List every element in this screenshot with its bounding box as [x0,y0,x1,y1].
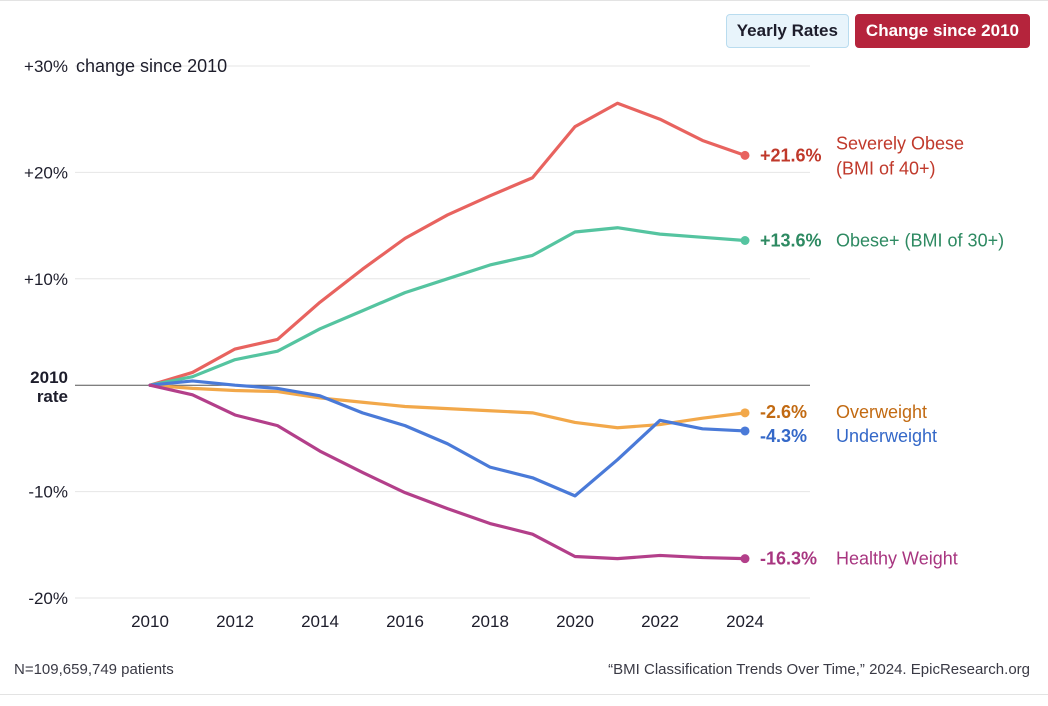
yearly-rates-button[interactable]: Yearly Rates [725,14,849,48]
series-name-healthy: Healthy Weight [836,549,958,569]
series-end-value-underweight: -4.3% [760,426,807,446]
change-since-2010-button[interactable]: Change since 2010 [854,14,1030,48]
view-toggle-group: Yearly Rates Change since 2010 [725,14,1030,48]
y-axis-title: change since 2010 [76,56,227,76]
x-tick-label: 2012 [216,612,254,631]
series-name-severely-obese: Severely Obese [836,133,964,153]
series-end-value-severely-obese: +21.6% [760,145,822,165]
y-tick-label: +10% [24,270,68,289]
series-lines [148,101,750,564]
series-line-obese [148,226,747,387]
series-end-value-healthy: -16.3% [760,549,817,569]
x-tick-label: 2010 [131,612,169,631]
x-tick-label: 2020 [556,612,594,631]
baseline-label-rate: rate [37,387,68,406]
bottom-border [0,694,1048,695]
series-line-healthy [148,383,747,561]
series-end-point-severely-obese [740,150,750,160]
series-name-line2-severely-obese: (BMI of 40+) [836,158,936,178]
series-name-underweight: Underweight [836,426,937,446]
y-tick-label: +20% [24,163,68,182]
series-line-underweight [148,379,747,498]
series-end-point-overweight [740,408,750,418]
y-tick-label: +30% [24,57,68,76]
series-name-obese: Obese+ (BMI of 30+) [836,230,1004,250]
axes: +30% +20% +10% -10% -20% change since 2010 201… [24,56,810,631]
series-line-severely-obese [148,101,747,387]
series-end-point-obese [740,235,750,245]
top-border [0,0,1048,1]
series-line-overweight [148,383,747,430]
x-tick-label: 2022 [641,612,679,631]
x-tick-label: 2018 [471,612,509,631]
sample-size-note: N=109,659,749 patients [14,661,174,678]
y-tick-label: -20% [28,589,68,608]
grid-lines [75,65,810,599]
x-tick-label: 2016 [386,612,424,631]
x-tick-label: 2024 [726,612,764,631]
source-citation: “BMI Classification Trends Over Time,” 2… [608,661,1030,678]
x-tick-label: 2014 [301,612,339,631]
series-end-value-obese: +13.6% [760,230,822,250]
series-end-value-overweight: -2.6% [760,402,807,422]
baseline-label-year: 2010 [30,368,68,387]
series-name-overweight: Overweight [836,402,927,422]
series-end-point-healthy [740,554,750,564]
y-tick-label: -10% [28,483,68,502]
series-end-point-underweight [740,426,750,436]
series-labels: +21.6% Severely Obese (BMI of 40+) +13.6% Ob… [760,133,1004,568]
